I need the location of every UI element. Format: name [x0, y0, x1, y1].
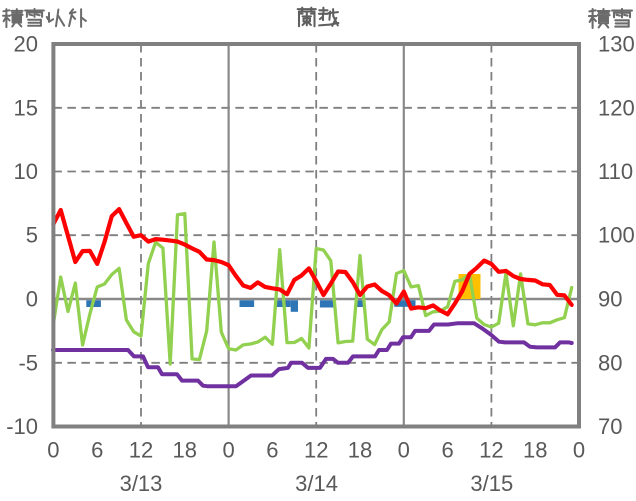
svg-text:6: 6: [441, 438, 453, 463]
svg-text:80: 80: [598, 350, 622, 375]
svg-text:0: 0: [47, 438, 59, 463]
svg-text:5: 5: [26, 223, 38, 248]
svg-text:20: 20: [14, 32, 38, 57]
svg-text:3/13: 3/13: [120, 471, 163, 496]
svg-text:18: 18: [173, 438, 197, 463]
svg-text:0: 0: [26, 287, 38, 312]
svg-text:3/15: 3/15: [470, 471, 513, 496]
svg-text:120: 120: [598, 95, 635, 120]
svg-text:100: 100: [598, 223, 635, 248]
svg-text:18: 18: [348, 438, 372, 463]
svg-text:12: 12: [479, 438, 503, 463]
svg-text:0: 0: [222, 438, 234, 463]
svg-text:90: 90: [598, 287, 622, 312]
svg-text:18: 18: [523, 438, 547, 463]
svg-text:70: 70: [598, 414, 622, 439]
svg-text:110: 110: [598, 159, 633, 184]
svg-text:12: 12: [304, 438, 328, 463]
svg-text:15: 15: [14, 95, 38, 120]
svg-text:-10: -10: [6, 414, 38, 439]
svg-text:-5: -5: [18, 350, 38, 375]
svg-text:6: 6: [91, 438, 103, 463]
svg-text:12: 12: [129, 438, 153, 463]
svg-text:130: 130: [598, 32, 635, 57]
svg-text:6: 6: [266, 438, 278, 463]
svg-text:3/14: 3/14: [295, 471, 338, 496]
svg-text:10: 10: [14, 159, 38, 184]
svg-text:0: 0: [573, 438, 585, 463]
svg-text:0: 0: [398, 438, 410, 463]
